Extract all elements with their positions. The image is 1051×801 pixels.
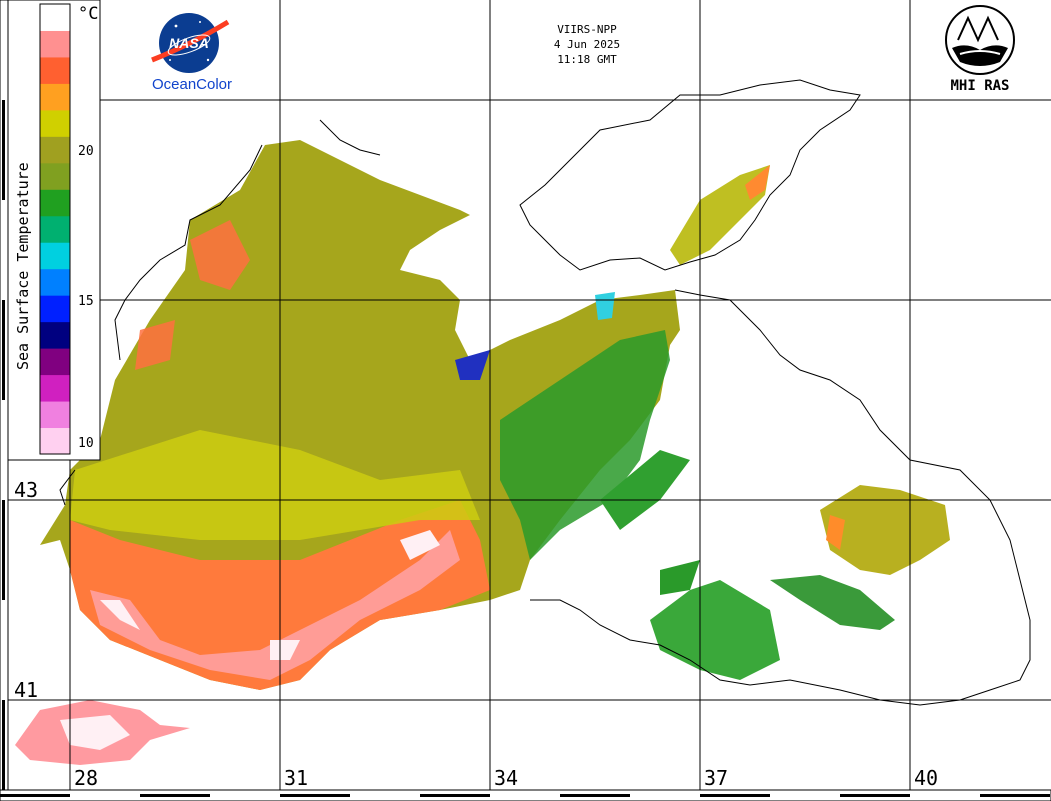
legend-swatch xyxy=(40,136,70,164)
sea-azov-warm xyxy=(745,165,770,200)
legend-swatch xyxy=(40,215,70,243)
sea-east-patch3 xyxy=(660,560,700,595)
nasa-logo xyxy=(151,13,230,73)
satellite-info: VIIRS-NPP 4 Jun 2025 11:18 GMT xyxy=(522,22,652,67)
satellite-name: VIIRS-NPP xyxy=(557,23,617,36)
legend-swatch xyxy=(40,268,70,296)
sea-south-white xyxy=(100,530,440,660)
lon-label-40: 40 xyxy=(914,766,939,790)
legend-swatch xyxy=(40,189,70,217)
lon-label-28: 28 xyxy=(74,766,99,790)
lon-label-31: 31 xyxy=(284,766,309,790)
lat-label-41: 41 xyxy=(14,678,39,702)
legend-title: Sea Surface Temperature xyxy=(14,162,32,370)
mhi-logo xyxy=(945,5,1015,75)
legend-tick-10: 10 xyxy=(78,436,94,451)
sea-strait-cyan xyxy=(595,292,615,320)
oceancolor-label: OceanColor xyxy=(151,76,233,93)
legend-tick-20: 20 xyxy=(78,144,94,159)
sea-marmara-white xyxy=(60,715,130,750)
legend-swatch xyxy=(40,30,70,58)
legend-tick-15: 15 xyxy=(78,294,94,309)
legend-swatch xyxy=(40,56,70,84)
legend-panel xyxy=(7,0,101,461)
sea-east-patch2 xyxy=(650,580,780,680)
sea-east-patch5w xyxy=(826,515,845,550)
sea-east-green xyxy=(500,330,670,560)
legend-swatch xyxy=(40,321,70,349)
legend-color-bar xyxy=(39,3,71,455)
legend-swatch xyxy=(40,162,70,190)
sea-yellow-band xyxy=(70,430,480,540)
legend-swatch xyxy=(40,4,70,31)
legend-swatch xyxy=(40,427,70,455)
legend-unit: °C xyxy=(78,4,99,24)
lon-label-34: 34 xyxy=(494,766,519,790)
legend-swatch xyxy=(40,242,70,270)
nasa-logo-text: NASA xyxy=(169,35,209,51)
sea-east-patch1 xyxy=(600,450,690,530)
lon-label-37: 37 xyxy=(704,766,729,790)
legend-swatch xyxy=(40,109,70,137)
legend-swatch xyxy=(40,348,70,376)
legend-swatch xyxy=(40,295,70,323)
legend-swatch xyxy=(40,83,70,111)
mhi-ras-label: MHI RAS xyxy=(950,78,1010,94)
pass-time: 11:18 GMT xyxy=(557,53,617,66)
pass-date: 4 Jun 2025 xyxy=(553,38,621,51)
lat-label-43: 43 xyxy=(14,478,39,502)
sea-kerch-cool xyxy=(455,350,490,380)
sea-nw-warm2 xyxy=(135,320,175,370)
legend-bar-frame xyxy=(39,3,71,455)
sea-azov-patch xyxy=(670,165,770,265)
sea-east-patch5 xyxy=(820,485,950,575)
sst-field xyxy=(15,140,950,765)
legend-swatch xyxy=(40,401,70,429)
sea-east-patch4 xyxy=(770,575,895,630)
sea-nw-warm xyxy=(190,220,250,290)
legend-swatch xyxy=(40,374,70,402)
